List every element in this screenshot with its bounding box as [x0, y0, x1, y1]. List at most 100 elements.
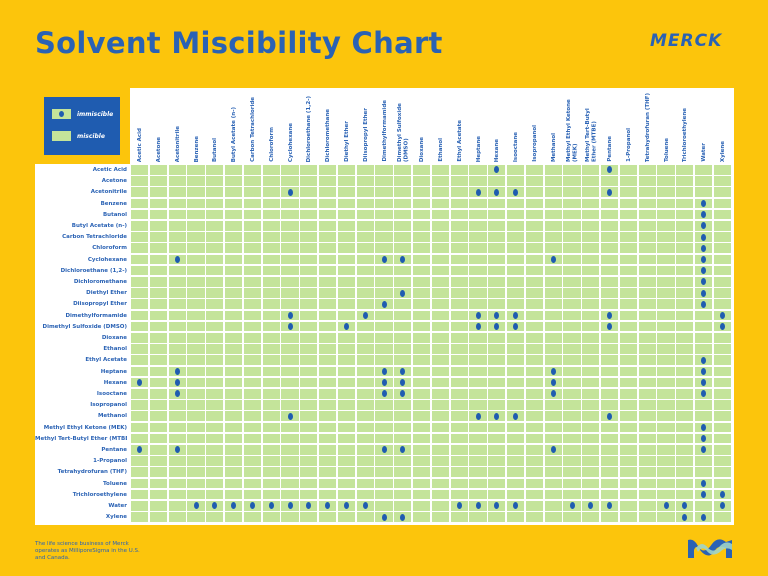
- cell-miscible: [601, 265, 619, 276]
- cell-miscible: [131, 209, 149, 220]
- column-label: Diisopropyl Ether: [357, 90, 376, 162]
- cell-miscible: [582, 512, 600, 522]
- immiscible-dot: [174, 446, 180, 454]
- cell-miscible: [149, 288, 168, 298]
- cell-miscible: [525, 456, 544, 466]
- cell-miscible: [300, 333, 318, 343]
- immiscible-dot: [494, 188, 500, 196]
- cell-miscible: [337, 422, 356, 433]
- cell-miscible: [657, 400, 675, 410]
- immiscible-dot: [287, 502, 293, 510]
- immiscible-dot: [400, 289, 406, 297]
- cell-miscible: [488, 299, 506, 310]
- row-label: Methanol: [97, 413, 127, 420]
- cell-miscible: [713, 456, 732, 466]
- cell-miscible: [413, 355, 431, 366]
- cell-miscible: [582, 355, 600, 366]
- cell-miscible: [488, 433, 506, 444]
- cell-miscible: [243, 478, 262, 489]
- cell-miscible: [544, 501, 562, 511]
- cell-miscible: [713, 209, 732, 220]
- cell-miscible: [525, 366, 544, 377]
- cell-miscible: [262, 489, 280, 500]
- immiscible-dot: [475, 323, 481, 331]
- cell-miscible: [507, 232, 525, 242]
- cell-miscible: [563, 277, 581, 287]
- cell-miscible: [657, 198, 675, 209]
- cell-miscible: [638, 400, 656, 410]
- cell-miscible: [713, 221, 732, 231]
- column-label: Xylene: [714, 90, 733, 162]
- cell-miscible: [657, 254, 675, 265]
- column-label: Isooctane: [507, 90, 526, 162]
- cell-miscible: [375, 411, 393, 422]
- cell-miscible: [206, 445, 224, 455]
- cell-miscible: [356, 187, 374, 198]
- cell-miscible: [657, 243, 675, 254]
- cell-miscible: [281, 422, 299, 433]
- immiscible-dot-icon: [59, 111, 64, 117]
- cell-miscible: [657, 232, 675, 242]
- cell-miscible: [431, 422, 450, 433]
- cell-miscible: [225, 288, 243, 298]
- row-label: Diisopropyl Ether: [73, 301, 127, 308]
- cell-miscible: [356, 209, 374, 220]
- cell-miscible: [507, 512, 525, 522]
- cell-miscible: [544, 176, 562, 186]
- cell-miscible: [488, 288, 506, 298]
- cell-miscible: [337, 310, 356, 321]
- cell-miscible: [713, 422, 732, 433]
- cell-miscible: [243, 165, 262, 175]
- cell-miscible: [582, 221, 600, 231]
- cell-miscible: [206, 198, 224, 209]
- cell-miscible: [131, 310, 149, 321]
- cell-miscible: [544, 299, 562, 310]
- cell-miscible: [337, 377, 356, 388]
- cell-miscible: [601, 243, 619, 254]
- cell-miscible: [695, 344, 713, 354]
- cell-miscible: [149, 411, 168, 422]
- cell-miscible: [149, 209, 168, 220]
- cell-miscible: [431, 512, 450, 522]
- immiscible-dot: [607, 502, 613, 510]
- cell-miscible: [469, 467, 487, 478]
- immiscible-dot: [513, 323, 519, 331]
- immiscible-dot: [682, 502, 688, 510]
- cell-miscible: [695, 176, 713, 186]
- cell-miscible: [168, 321, 186, 332]
- cell-miscible: [319, 422, 337, 433]
- cell-miscible: [507, 445, 525, 455]
- cell-miscible: [713, 288, 732, 298]
- cell-miscible: [187, 411, 205, 422]
- cell-miscible: [206, 344, 224, 354]
- column-label: Dichloroethane (1,2-): [300, 90, 319, 162]
- cell-miscible: [243, 232, 262, 242]
- cell-miscible: [413, 176, 431, 186]
- cell-miscible: [507, 478, 525, 489]
- row-label: Acetone: [101, 178, 127, 185]
- immiscible-dot: [381, 300, 387, 308]
- cell-miscible: [563, 389, 581, 399]
- cell-miscible: [582, 310, 600, 321]
- column-label: Butanol: [206, 90, 225, 162]
- immiscible-dot: [588, 502, 594, 510]
- immiscible-dot: [701, 513, 707, 521]
- cell-miscible: [413, 389, 431, 399]
- cell-miscible: [695, 165, 713, 175]
- cell-miscible: [337, 265, 356, 276]
- cell-miscible: [638, 445, 656, 455]
- cell-miscible: [563, 265, 581, 276]
- column-label-text: Cyclohexane: [287, 122, 294, 162]
- cell-miscible: [469, 209, 487, 220]
- cell-miscible: [131, 198, 149, 209]
- cell-miscible: [243, 187, 262, 198]
- column-label-text: Methanol: [550, 132, 557, 162]
- cell-miscible: [356, 366, 374, 377]
- row-label: Dichloromethane: [73, 279, 127, 285]
- cell-miscible: [563, 299, 581, 310]
- cell-miscible: [507, 165, 525, 175]
- column-label-text: Diisopropyl Ether: [362, 108, 369, 162]
- cell-miscible: [713, 344, 732, 354]
- cell-miscible: [619, 366, 638, 377]
- cell-miscible: [488, 209, 506, 220]
